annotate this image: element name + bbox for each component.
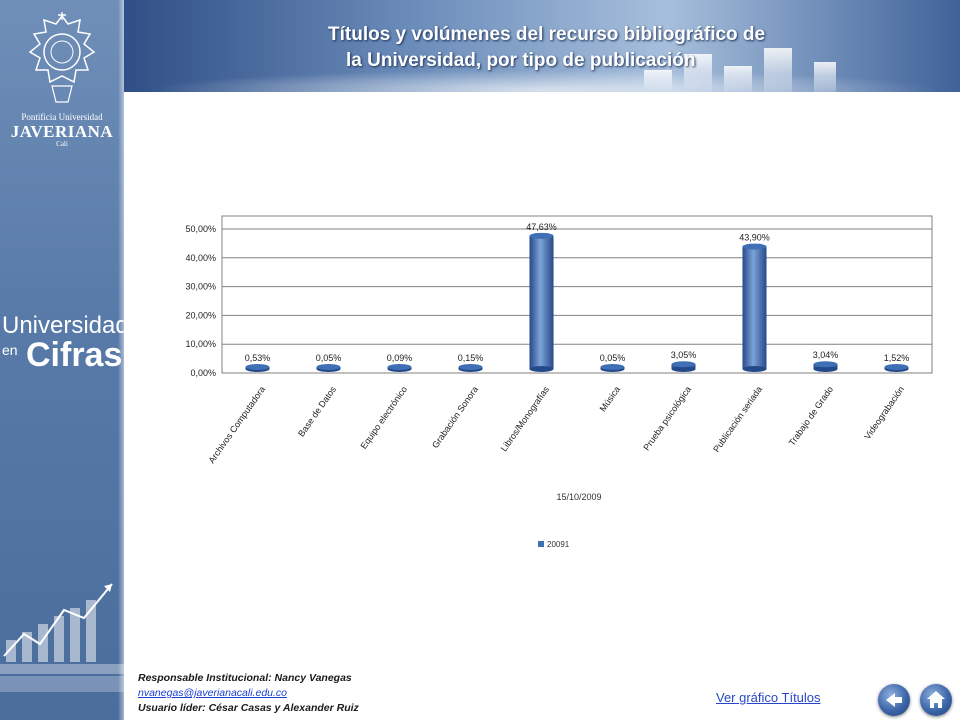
logo-line-1: Pontificia Universidad — [21, 112, 103, 122]
x-tick-label: Equipo electrónico — [358, 384, 409, 450]
brand-line-3: Cifras — [26, 336, 123, 374]
page-title-line-2: la Universidad, por tipo de publicación — [346, 50, 696, 71]
legend: 20091 — [538, 540, 570, 549]
home-icon — [927, 691, 945, 708]
y-tick-label: 10,00% — [185, 339, 216, 349]
brand-line-1: Universidad — [2, 312, 129, 339]
data-label: 0,15% — [458, 353, 484, 363]
header-banner — [124, 0, 960, 92]
logo-line-3: Cali — [56, 140, 68, 148]
legend-swatch — [538, 541, 544, 547]
x-tick-label: Trabajo de Grado — [787, 384, 835, 447]
university-crest-icon — [28, 12, 96, 103]
x-tick-label: Prueba psicológica — [641, 384, 693, 452]
back-arrow-icon — [886, 693, 902, 707]
page-title: Títulos y volúmenes del recurso bibliogr… — [150, 22, 870, 74]
x-tick-label: Grabación Sonora — [430, 384, 480, 450]
brand-line-2: en — [2, 342, 18, 358]
bar — [387, 364, 412, 372]
bar — [458, 364, 483, 372]
sidebar: Pontificia Universidad JAVERIANA Cali Un… — [0, 0, 129, 720]
bar — [529, 232, 554, 372]
x-tick-label: Publicación seriada — [711, 384, 764, 454]
bar — [813, 361, 838, 372]
x-tick-label: Videograbación — [862, 384, 906, 441]
data-label: 1,52% — [884, 353, 910, 363]
leader-text: Usuario líder: César Casas y Alexander R… — [138, 702, 359, 714]
x-tick-label: Archivos Computadora — [206, 384, 267, 465]
data-labels: 0,53% 0,05% 0,09% 0,15% 47,63% 0,05% 3,05% 43,9… — [245, 222, 910, 363]
bar — [245, 364, 270, 372]
data-label: 0,05% — [600, 353, 626, 363]
x-tick-label: Música — [598, 384, 623, 413]
x-axis-ticks: Archivos Computadora Base de Datos Equipo … — [206, 384, 906, 465]
responsible-text: Responsable Institucional: Nancy Vanegas — [138, 672, 352, 684]
bar — [316, 364, 341, 372]
chart-bars — [245, 232, 909, 372]
chart-grid — [221, 215, 933, 374]
bar-chart: 0,00% 10,00% 20,00% 30,00% 40,00% 50,00% 0,53… — [185, 215, 933, 549]
y-tick-label: 0,00% — [190, 368, 216, 378]
bar — [671, 361, 696, 372]
view-titles-chart-link[interactable]: Ver gráfico Títulos — [716, 690, 821, 705]
y-tick-label: 40,00% — [185, 253, 216, 263]
growth-bars-decoration — [0, 583, 124, 692]
y-tick-label: 20,00% — [185, 310, 216, 320]
y-tick-label: 50,00% — [185, 224, 216, 234]
brand-text: Universidad en Cifras — [0, 312, 129, 376]
bar — [884, 364, 909, 372]
legend-label: 20091 — [547, 540, 570, 549]
data-label: 0,05% — [316, 353, 342, 363]
data-label: 0,09% — [387, 353, 413, 363]
x-tick-label: Libros/Monografías — [499, 384, 552, 453]
email-link[interactable]: nvanegas@javerianacali.edu.co — [138, 687, 288, 699]
y-axis-ticks: 0,00% 10,00% 20,00% 30,00% 40,00% 50,00% — [185, 224, 216, 378]
bar — [742, 243, 767, 372]
back-button[interactable] — [878, 684, 910, 716]
x-axis-label: 15/10/2009 — [556, 492, 601, 502]
data-label: 43,90% — [739, 233, 770, 243]
home-button[interactable] — [920, 684, 952, 716]
bar — [600, 364, 625, 372]
page-title-line-1: Títulos y volúmenes del recurso bibliogr… — [328, 24, 766, 45]
data-label: 3,04% — [813, 350, 839, 360]
logo-line-2: JAVERIANA — [10, 122, 114, 141]
y-tick-label: 30,00% — [185, 282, 216, 292]
x-tick-label: Base de Datos — [296, 384, 338, 439]
data-label: 47,63% — [526, 222, 557, 232]
data-label: 0,53% — [245, 353, 271, 363]
data-label: 3,05% — [671, 350, 697, 360]
